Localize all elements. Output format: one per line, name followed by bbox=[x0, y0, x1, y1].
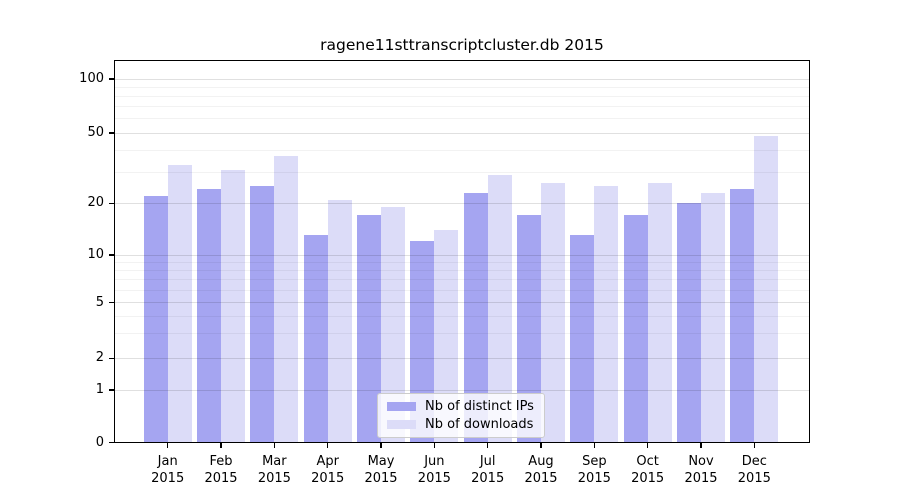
bar-ips-apr bbox=[303, 235, 328, 443]
x-tick-apr bbox=[327, 443, 329, 448]
legend-item-downloads: Nb of downloads bbox=[387, 416, 536, 433]
x-tick-label-apr: Apr 2015 bbox=[311, 454, 345, 486]
y-tick-10 bbox=[109, 254, 114, 256]
x-tick-label-feb: Feb 2015 bbox=[204, 454, 238, 486]
bar-downloads-sep bbox=[594, 186, 619, 443]
bar-ips-feb bbox=[197, 189, 222, 443]
x-tick-label-may: May 2015 bbox=[364, 454, 398, 486]
y-tick-label-100: 100 bbox=[79, 71, 104, 86]
y-tick-0 bbox=[109, 442, 114, 444]
legend: Nb of distinct IPs Nb of downloads bbox=[377, 393, 545, 438]
bar-downloads-oct bbox=[647, 183, 672, 443]
y-tick-20 bbox=[109, 202, 114, 204]
bar-downloads-aug bbox=[541, 183, 565, 443]
bar-ips-oct bbox=[623, 215, 648, 443]
x-tick-jul bbox=[487, 443, 489, 448]
x-tick-label-sep: Sep 2015 bbox=[577, 454, 611, 486]
x-tick-label-jan: Jan 2015 bbox=[151, 454, 185, 486]
x-tick-jan bbox=[167, 443, 169, 448]
bar-downloads-dec bbox=[754, 136, 779, 443]
x-tick-may bbox=[380, 443, 382, 448]
x-tick-label-nov: Nov 2015 bbox=[684, 454, 718, 486]
chart-title: ragene11sttranscriptcluster.db 2015 bbox=[320, 36, 604, 54]
bar-downloads-mar bbox=[274, 156, 299, 443]
legend-item-distinct-ips: Nb of distinct IPs bbox=[387, 398, 536, 415]
x-tick-oct bbox=[647, 443, 649, 448]
x-tick-mar bbox=[273, 443, 275, 448]
x-tick-aug bbox=[540, 443, 542, 448]
y-tick-label-5: 5 bbox=[95, 294, 104, 310]
y-tick-label-20: 20 bbox=[87, 195, 104, 211]
y-tick-label-10: 10 bbox=[87, 247, 104, 262]
y-tick-label-2: 2 bbox=[95, 350, 104, 366]
legend-swatch-downloads-icon bbox=[387, 419, 416, 429]
legend-swatch-ips-icon bbox=[387, 402, 416, 412]
bar-ips-jan bbox=[143, 195, 168, 443]
x-tick-label-oct: Oct 2015 bbox=[631, 454, 665, 486]
x-tick-label-aug: Aug 2015 bbox=[524, 454, 558, 486]
x-tick-jun bbox=[433, 443, 435, 448]
x-tick-feb bbox=[220, 443, 222, 448]
x-tick-label-mar: Mar 2015 bbox=[257, 454, 291, 486]
y-tick-5 bbox=[109, 302, 114, 304]
bar-ips-dec bbox=[730, 189, 755, 443]
y-tick-50 bbox=[109, 132, 114, 134]
x-tick-label-dec: Dec 2015 bbox=[737, 454, 771, 486]
y-tick-100 bbox=[109, 78, 114, 80]
y-tick-label-1: 1 bbox=[95, 382, 104, 397]
bar-downloads-nov bbox=[701, 192, 725, 443]
bar-ips-sep bbox=[570, 235, 595, 443]
x-tick-dec bbox=[753, 443, 755, 448]
x-tick-nov bbox=[700, 443, 702, 448]
x-tick-label-jun: Jun 2015 bbox=[417, 454, 451, 486]
bar-ips-mar bbox=[250, 186, 275, 443]
x-tick-sep bbox=[593, 443, 595, 448]
legend-label-distinct-ips: Nb of distinct IPs bbox=[425, 399, 534, 415]
y-tick-label-0: 0 bbox=[95, 434, 104, 450]
bar-downloads-jan bbox=[167, 164, 192, 443]
bar-downloads-feb bbox=[221, 169, 246, 443]
y-tick-label-50: 50 bbox=[87, 125, 104, 140]
bar-ips-nov bbox=[677, 203, 701, 443]
legend-label-downloads: Nb of downloads bbox=[425, 416, 534, 432]
y-tick-1 bbox=[109, 389, 114, 391]
bar-downloads-apr bbox=[327, 199, 352, 443]
y-tick-2 bbox=[109, 357, 114, 359]
x-tick-label-jul: Jul 2015 bbox=[471, 454, 505, 486]
